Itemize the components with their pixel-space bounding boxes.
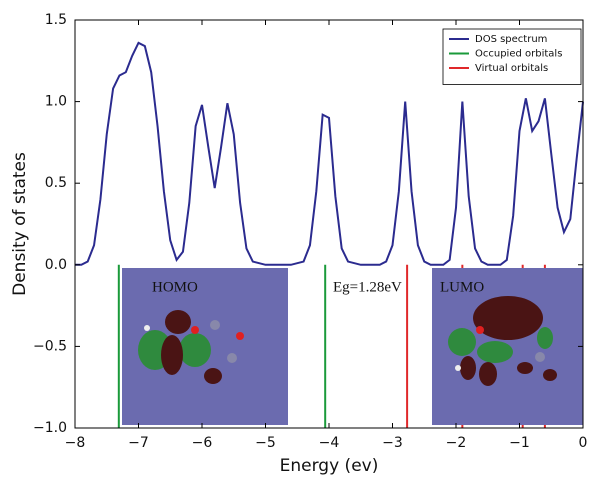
x-tick-label: −6 (192, 435, 213, 451)
y-tick-label: 0.5 (45, 175, 67, 191)
x-axis-label: Energy (ev) (280, 456, 379, 476)
orbital-lobe (543, 369, 557, 381)
orbital-lobe (473, 296, 543, 340)
atom (144, 325, 150, 331)
x-tick-label: −4 (319, 435, 340, 451)
homo-inset: HOMO (122, 268, 288, 425)
chart: HOMO LUMO Eg=1.28eV −8 −7 −6 −5 −4 −3 −2 −1 0 −1.… (0, 0, 592, 477)
y-tick-label: 0.0 (45, 257, 67, 273)
y-axis-label: Density of states (10, 152, 30, 296)
atom (191, 326, 199, 334)
y-tick-label: 1.0 (45, 94, 67, 110)
orbital-lobe (517, 362, 533, 374)
y-tick-label: −1.0 (33, 420, 67, 436)
orbital-lobe (460, 356, 476, 380)
orbital-lobe (179, 333, 211, 367)
orbital-lobe (448, 328, 476, 356)
annotation: Eg=1.28eV (333, 279, 402, 295)
y-tick-label: 1.5 (45, 12, 67, 28)
atom (535, 352, 545, 362)
orbital-lobe (204, 368, 222, 384)
atom (210, 320, 220, 330)
x-tick-label: −3 (382, 435, 403, 451)
x-tick-label: −8 (65, 435, 86, 451)
lumo-inset: LUMO (432, 268, 583, 425)
atom (227, 353, 237, 363)
legend-label: DOS spectrum (475, 34, 547, 45)
y-tick-label: −0.5 (33, 338, 67, 354)
orbital-lobe (161, 335, 183, 375)
legend-label: Occupied orbitals (475, 49, 562, 60)
x-tick-label: −5 (255, 435, 276, 451)
x-tick-label: −2 (446, 435, 467, 451)
atom (455, 365, 461, 371)
inset-label: LUMO (440, 279, 484, 295)
orbital-lobe (165, 310, 191, 334)
atom (236, 332, 244, 340)
orbital-lobe (537, 327, 553, 349)
legend-label: Virtual orbitals (475, 63, 548, 74)
x-tick-label: −7 (128, 435, 149, 451)
x-tick-label: −1 (509, 435, 530, 451)
inset-label: HOMO (152, 279, 198, 295)
atom (476, 326, 484, 334)
orbital-lobe (479, 362, 497, 386)
orbital-lobe (477, 341, 513, 363)
x-tick-label: 0 (579, 435, 588, 451)
